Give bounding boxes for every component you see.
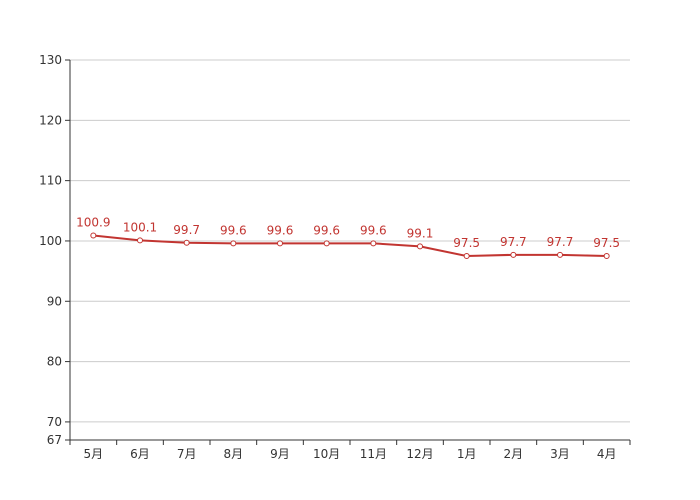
y-tick-label: 130: [39, 53, 62, 67]
series-line-layer: [90, 232, 610, 260]
data-label: 97.7: [547, 235, 574, 249]
y-tick-label: 100: [39, 234, 62, 248]
data-point: [417, 243, 423, 250]
x-tick-label: 4月: [597, 447, 617, 461]
x-tick-label: 7月: [177, 447, 197, 461]
data-point: [137, 237, 143, 244]
x-tick-label: 6月: [130, 447, 150, 461]
data-label: 97.5: [593, 236, 620, 250]
x-tick-label: 9月: [270, 447, 290, 461]
x-tick-label: 12月: [406, 447, 433, 461]
data-labels: 100.9 100.1 99.7 99.6 99.6 99.6 99.6 99.1 97.5 97…: [76, 216, 620, 251]
data-label: 97.5: [453, 236, 480, 250]
x-tick-label: 3月: [550, 447, 570, 461]
data-point: [277, 240, 283, 247]
data-label: 99.7: [173, 223, 200, 237]
data-point: [557, 251, 563, 258]
data-point: [463, 253, 470, 260]
x-tick-label: 8月: [224, 447, 244, 461]
y-tick-label: 110: [39, 174, 62, 188]
x-tick-label: 10月: [313, 447, 340, 461]
data-point: [90, 232, 97, 239]
data-label: 99.1: [407, 226, 434, 240]
x-tick-label: 5月: [84, 447, 104, 461]
data-point: [183, 239, 190, 246]
data-point: [230, 240, 237, 247]
data-label: 97.7: [500, 235, 527, 249]
x-tick-label: 11月: [360, 447, 387, 461]
data-label: 100.9: [76, 216, 110, 230]
y-tick-label: 120: [39, 113, 62, 127]
y-tick-label: 80: [47, 355, 62, 369]
data-label: 99.6: [220, 223, 247, 237]
y-tick-label: 67: [47, 433, 62, 447]
data-point: [370, 240, 377, 247]
y-tick-label: 70: [47, 415, 62, 429]
data-label: 99.6: [313, 223, 340, 237]
data-point: [603, 253, 610, 260]
y-tick-label: 90: [47, 294, 62, 308]
series-line: [93, 234, 607, 258]
data-point: [323, 240, 330, 247]
data-label: 99.6: [360, 223, 387, 237]
x-tick-label: 2月: [504, 447, 524, 461]
x-tick-label: 1月: [457, 447, 477, 461]
data-label: 100.1: [123, 220, 157, 234]
data-point: [510, 251, 517, 258]
data-label: 99.6: [267, 223, 294, 237]
axes: 67 70 80 90 100 110 120 130 5月 6月 7月 8月 9月 10月 11月 12月 1…: [39, 53, 631, 461]
